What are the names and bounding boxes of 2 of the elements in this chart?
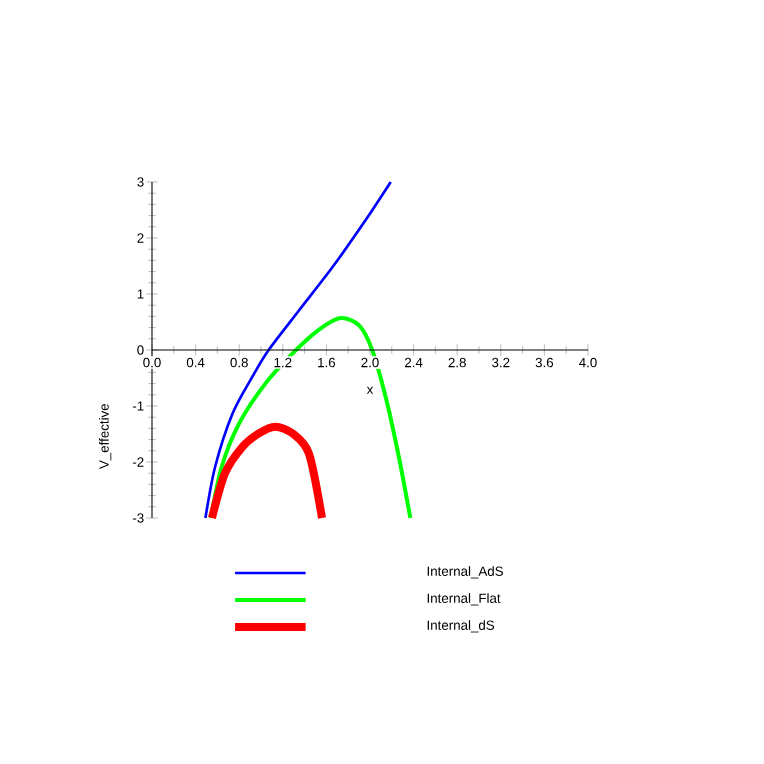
line-series [207, 422, 327, 522]
line-series [204, 180, 393, 520]
